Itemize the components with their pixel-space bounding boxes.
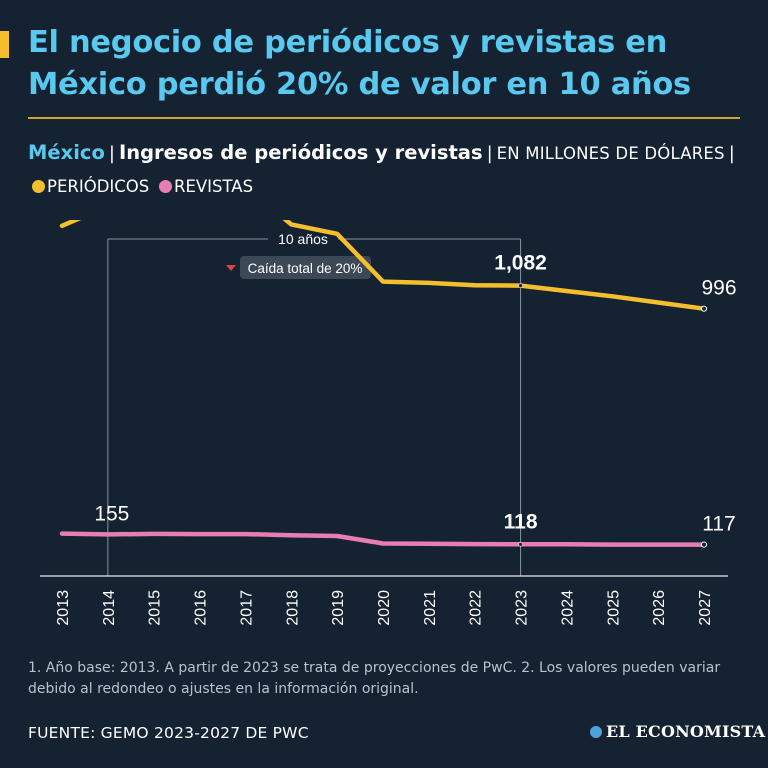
forecast-marker	[518, 283, 523, 289]
legend-magazines-dot-icon	[158, 180, 172, 193]
source-line: FUENTE: GEMO 2023-2027 DE PWC	[28, 724, 309, 742]
subtitle-separator: |	[728, 143, 735, 164]
x-tick-label: 2016	[193, 590, 210, 626]
end-marker	[700, 305, 708, 312]
x-tick-label: 2024	[559, 590, 576, 626]
el-economista-logo-icon	[590, 726, 602, 738]
down-arrow-icon	[226, 265, 236, 271]
page-title: El negocio de periódicos y revistas en M…	[28, 25, 691, 102]
end-marker	[700, 541, 708, 548]
brand-name: EL ECONOMISTA	[606, 722, 766, 741]
title-divider	[28, 117, 740, 119]
x-tick-label: 2021	[422, 590, 439, 626]
x-tick-label: 2019	[330, 590, 347, 626]
subtitle-separator: |	[486, 143, 493, 164]
x-tick-label: 2025	[605, 590, 622, 626]
series-line-revistas	[59, 531, 707, 547]
x-tick-label: 2020	[376, 590, 393, 626]
x-tick-label: 2027	[697, 590, 714, 626]
footnotes: 1. Año base: 2013. A partir de 2023 se t…	[28, 660, 721, 697]
legend-newspapers-label: PERIÓDICOS	[47, 177, 150, 196]
subtitle-units: EN MILLONES DE DÓLARES	[496, 144, 725, 163]
drop-label: Caída total de 20%	[248, 261, 363, 276]
x-tick-label: 2026	[651, 590, 668, 626]
subtitle-metric: Ingresos de periódicos y revistas	[118, 141, 483, 164]
forecast-marker	[518, 541, 523, 547]
x-tick-label: 2015	[147, 590, 164, 626]
value-label: 996	[701, 277, 736, 300]
value-label: 117	[702, 513, 735, 536]
x-tick-label: 2018	[284, 590, 301, 626]
title-accent-bar	[0, 31, 9, 58]
series-line-periodicos	[59, 220, 707, 311]
drop-badge	[240, 256, 371, 279]
span-label: 10 años	[278, 231, 328, 247]
value-label: 118	[504, 510, 538, 533]
x-tick-label: 2022	[468, 590, 485, 626]
value-label: 1,082	[494, 252, 547, 275]
x-tick-label: 2013	[55, 590, 72, 626]
subtitle-country: México	[28, 141, 105, 164]
legend-newspapers-dot-icon	[32, 180, 45, 193]
x-tick-label: 2023	[514, 590, 531, 626]
chart-subtitle: México | Ingresos de periódicos y revistas…	[28, 136, 740, 203]
brand-logo: EL ECONOMISTA	[590, 722, 765, 741]
x-tick-label: 2017	[238, 590, 255, 626]
value-label: 155	[94, 502, 129, 525]
x-tick-label: 2014	[101, 590, 118, 626]
legend-magazines-label: REVISTAS	[173, 177, 254, 196]
subtitle-separator: |	[108, 143, 115, 164]
